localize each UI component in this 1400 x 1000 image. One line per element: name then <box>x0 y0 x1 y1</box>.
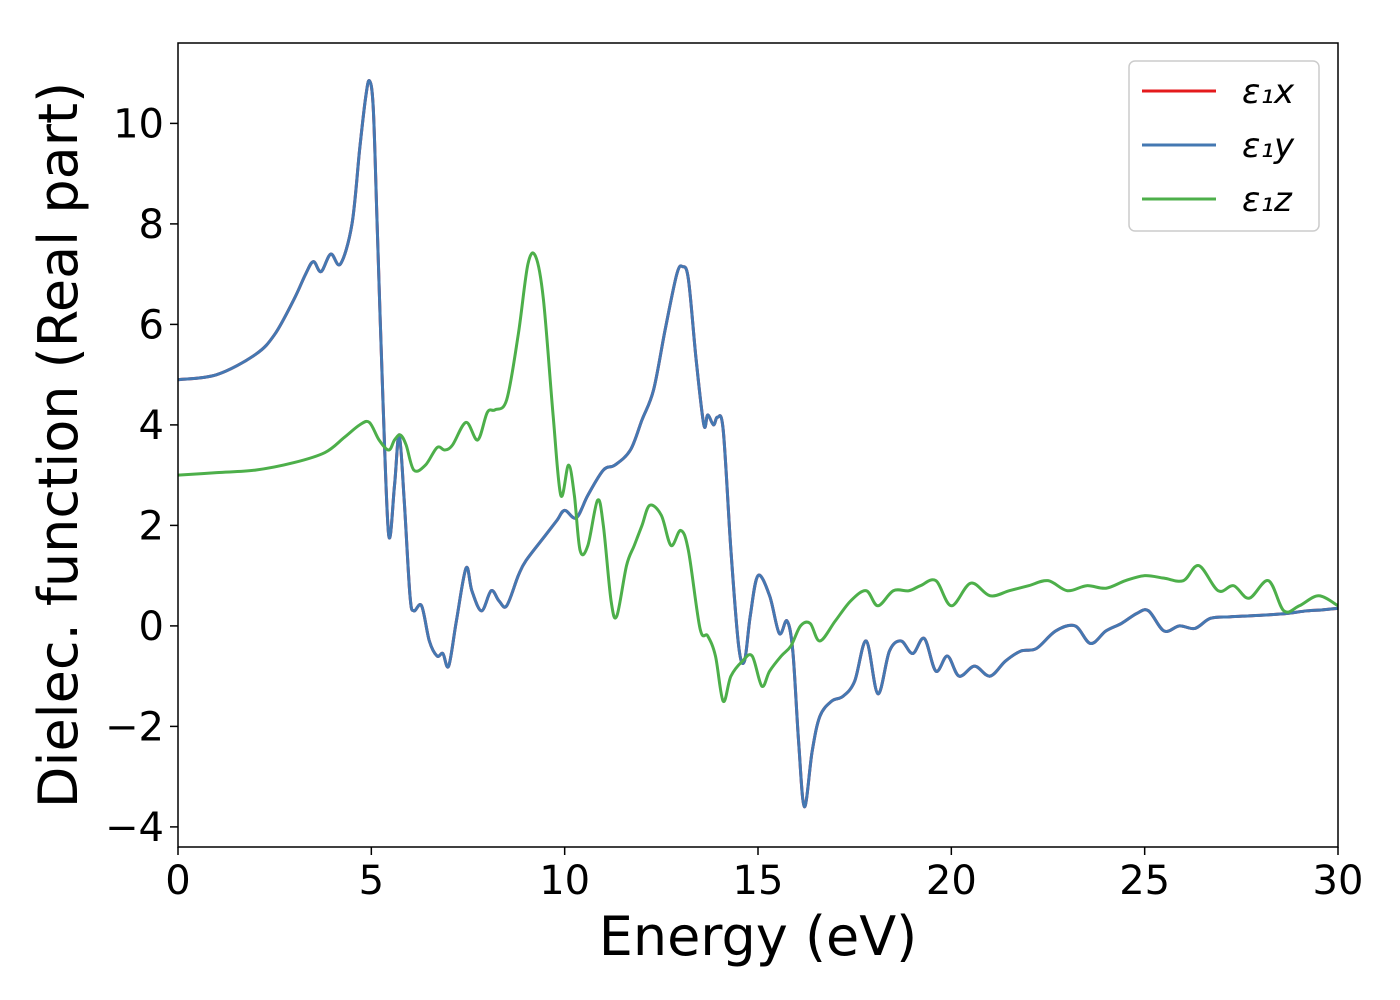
x-tick-label: 30 <box>1313 858 1364 904</box>
series-line-2 <box>178 78 1338 809</box>
legend-label-3: ε₁z <box>1242 180 1293 220</box>
x-tick-label: 10 <box>539 858 590 904</box>
x-tick-label: 0 <box>165 858 190 904</box>
x-tick-label: 25 <box>1119 858 1170 904</box>
legend-box <box>1128 60 1320 232</box>
legend: ε₁x ε₁y ε₁z <box>1128 60 1320 232</box>
x-axis-ticks: 0 5 10 15 20 25 30 <box>165 847 1363 904</box>
x-axis-title: Energy (eV) <box>599 905 918 968</box>
y-tick-label: 10 <box>113 101 164 147</box>
legend-label-2: ε₁y <box>1242 126 1295 166</box>
y-axis-ticks: −4 −2 0 2 4 6 8 10 <box>105 101 178 851</box>
y-tick-label: 8 <box>139 202 164 248</box>
x-tick-label: 15 <box>733 858 784 904</box>
y-tick-label: 0 <box>139 604 164 650</box>
series-line-3 <box>178 251 1338 703</box>
x-tick-label: 20 <box>926 858 977 904</box>
x-tick-label: 5 <box>359 858 384 904</box>
series-layer <box>178 78 1338 809</box>
y-tick-label: 6 <box>139 302 164 348</box>
y-axis-title: Dielec. function (Real part) <box>27 82 90 808</box>
y-tick-label: −2 <box>105 704 164 750</box>
y-tick-label: 2 <box>139 503 164 549</box>
y-tick-label: 4 <box>139 403 164 449</box>
y-tick-label: −4 <box>105 805 164 851</box>
legend-label-1: ε₁x <box>1242 72 1295 112</box>
